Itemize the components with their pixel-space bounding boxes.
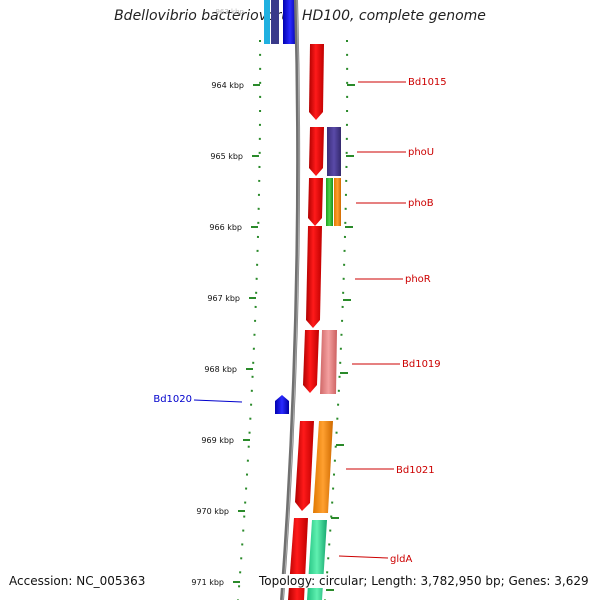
tick-label: 967 kbp (207, 294, 240, 303)
connector-Bd1020 (193, 399, 243, 403)
gene-phoU[interactable] (309, 127, 324, 176)
tick-label: 965 kbp (210, 152, 243, 161)
gene-label-phoR[interactable]: phoR (405, 274, 431, 285)
tick-label: 970 kbp (196, 507, 229, 516)
block-Bd1021-orange[interactable] (313, 421, 333, 513)
gene-Bd1020[interactable] (275, 395, 289, 414)
gene-label-Bd1020[interactable]: Bd1020 (153, 394, 192, 405)
gene-Bd1019[interactable] (303, 330, 319, 393)
gene-Bd1015[interactable] (309, 44, 324, 120)
block-phoU-purple[interactable] (327, 127, 341, 176)
ruler-dotted-right (324, 39, 349, 600)
block-phoB-green[interactable] (326, 178, 333, 226)
tick-label: 966 kbp (209, 223, 242, 232)
gene-fragment-slate[interactable] (271, 0, 279, 44)
tick-label-963-faint: 963 kbp (215, 8, 244, 16)
gene-label-gldA[interactable]: gldA (390, 554, 412, 565)
ruler-dotted-left (237, 39, 262, 600)
block-phoB-orange[interactable] (334, 178, 341, 226)
gene-phoR[interactable] (306, 226, 322, 328)
ruler-ticks (233, 84, 355, 591)
connector-gldA (338, 555, 389, 559)
gene-label-phoU[interactable]: phoU (408, 147, 434, 158)
genome-summary-text: Topology: circular; Length: 3,782,950 bp… (259, 574, 589, 588)
gene-Bd1021[interactable] (295, 421, 314, 511)
gene-fragment-blue[interactable] (283, 0, 297, 44)
gene-label-phoB[interactable]: phoB (408, 198, 434, 209)
tick-label: 971 kbp (191, 578, 224, 587)
tick-label: 964 kbp (211, 81, 244, 90)
genome-backbone (280, 0, 301, 600)
map-title: Bdellovibrio bacteriovorus HD100, comple… (114, 8, 486, 24)
block-gldA-mint[interactable] (307, 520, 327, 600)
gene-fragment-cyan[interactable] (264, 0, 270, 44)
gene-phoB[interactable] (308, 178, 323, 226)
tick-label: 969 kbp (201, 436, 234, 445)
block-Bd1019-pink[interactable] (320, 330, 337, 394)
gene-label-Bd1019[interactable]: Bd1019 (402, 359, 441, 370)
genome-backbone-highlight (282, 0, 300, 600)
gene-label-Bd1021[interactable]: Bd1021 (396, 465, 435, 476)
tick-label: 968 kbp (204, 365, 237, 374)
accession-text: Accession: NC_005363 (9, 574, 146, 588)
gene-label-Bd1015[interactable]: Bd1015 (408, 77, 447, 88)
